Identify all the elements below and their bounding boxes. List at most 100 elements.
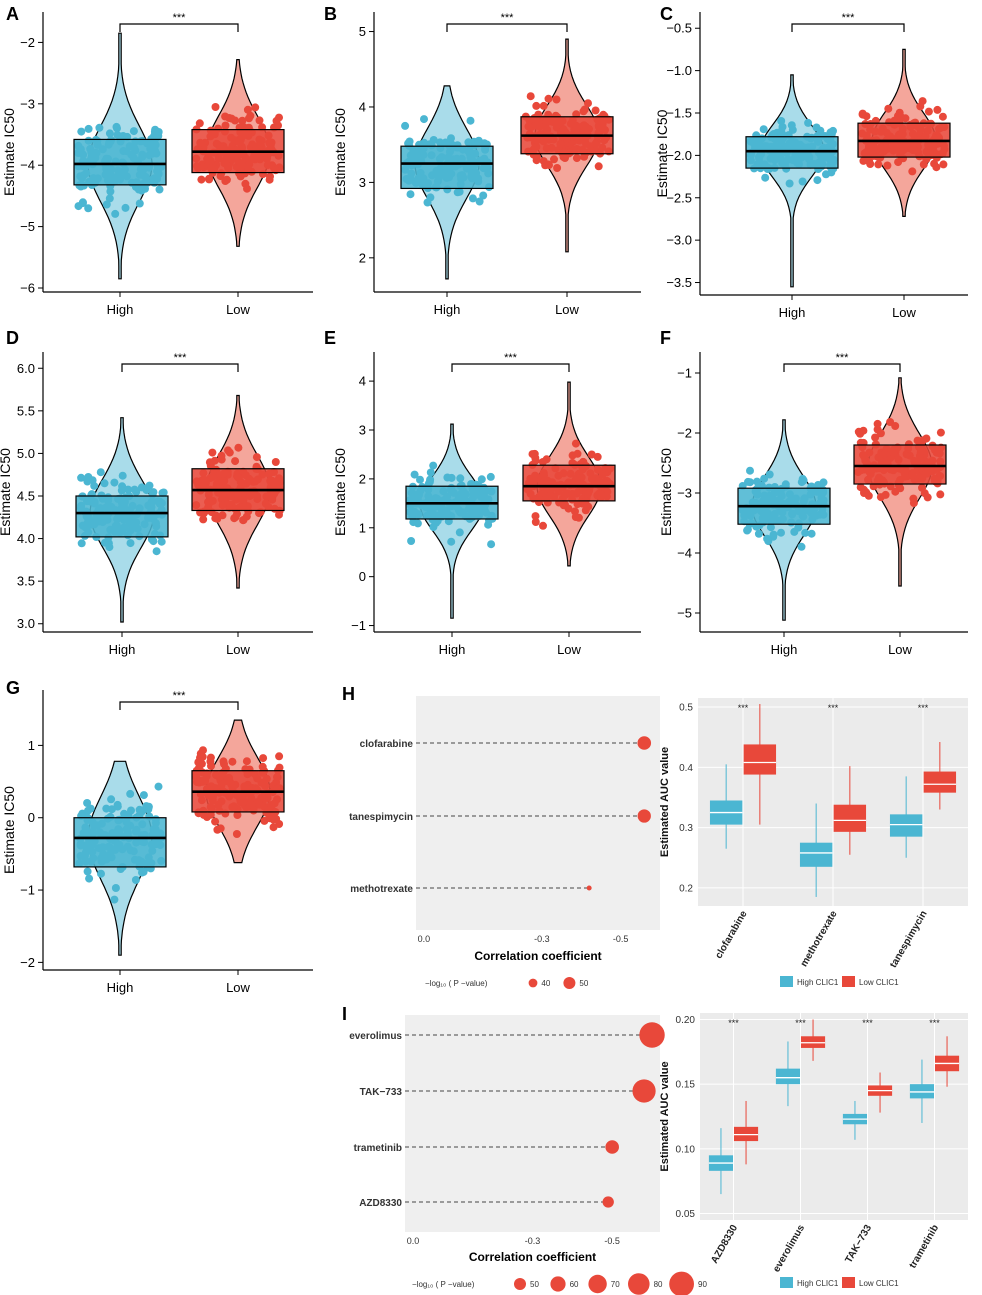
data-point [105,129,114,138]
data-point [587,450,596,459]
data-point [580,152,589,161]
data-point [211,103,220,111]
data-point [194,758,203,767]
group-legend: High CLIC1 Low CLIC1 [780,1277,899,1288]
data-point [475,197,484,206]
data-point [144,802,153,811]
panel-letter: A [6,4,19,24]
data-point [924,107,933,116]
x-tick-label: High [779,305,806,320]
x-tick-label: TAK−733 [843,1223,874,1266]
y-axis-title: Estimate IC50 [654,109,670,197]
y-tick-label: −3 [20,96,35,111]
y-tick-label: 3 [359,423,366,438]
significance-label: *** [842,12,856,24]
y-tick-label: −4 [677,546,692,561]
y-tick-label: 0 [359,569,366,584]
data-point [593,452,602,461]
data-point [105,194,114,203]
data-point [594,162,603,171]
data-point [272,116,281,125]
data-point [221,177,230,185]
data-point [259,754,268,763]
size-legend: −log₁₀ ( P −value) 40 50 [425,977,589,989]
data-point [258,762,267,771]
panel-letter: F [660,328,671,348]
data-point [230,514,239,523]
data-point [487,540,496,549]
data-point [225,448,234,457]
significance-bracket [119,23,239,32]
data-point [233,811,242,819]
lollipop-point [639,1022,665,1048]
y-tick-label: −1.0 [666,63,692,78]
data-point [83,867,92,876]
legend-title: −log₁₀ ( P −value) [412,1280,475,1289]
data-point [207,762,215,770]
legend-point [514,1278,526,1290]
panel-letter: D [6,328,19,348]
data-point [891,422,900,430]
panel-a: A High Low −6 −5 −4 −3 −2 Estimate IC50 *** [1,4,313,317]
panel-letter: E [324,328,336,348]
data-point [538,458,547,466]
data-point [231,116,239,125]
data-point [533,152,541,161]
x-tick-label: -0.3 [534,934,550,944]
data-point [441,138,450,147]
data-point [228,757,237,766]
y-tick-label: 0.2 [679,883,693,894]
data-point [584,99,592,108]
data-point [919,160,928,169]
x-tick-label: High [107,302,134,317]
data-point [195,119,204,128]
data-point [913,436,922,445]
data-point [571,439,580,448]
y-axis-title: Estimate IC50 [332,448,348,536]
data-point [97,869,105,878]
panel-letter: G [6,678,20,698]
data-point [271,458,280,466]
y-tick-label: 2 [359,471,366,486]
data-point [152,547,161,556]
data-point [126,539,135,548]
plot-background [416,696,660,930]
data-point [139,791,148,800]
x-tick-label: -0.3 [525,1236,541,1246]
legend-label: 50 [530,1280,539,1289]
data-point [574,513,583,522]
data-point [573,449,582,458]
legend-label: 70 [611,1280,620,1289]
data-point [217,451,226,460]
y-tick-label: −1 [677,366,692,381]
data-point [854,427,863,436]
data-point [743,525,752,534]
data-point [486,472,495,481]
data-point [95,123,104,132]
data-point [812,123,821,132]
data-point [120,809,129,818]
data-point [479,191,488,200]
data-point [121,203,130,212]
data-point [105,543,114,552]
y-tick-label: 3.0 [17,616,35,631]
x-tick-label: Low [226,302,250,317]
data-point [218,511,227,520]
data-point [110,895,119,904]
panel-b: B High Low 2 3 4 5 Estimate IC50 *** [324,4,641,317]
data-point [118,471,127,480]
data-point [124,485,133,494]
data-point [96,468,105,477]
legend-swatch [842,976,855,987]
size-legend: −log₁₀ ( P −value) 50 60 70 80 90 [412,1271,707,1295]
significance-label: *** [738,703,749,713]
data-point [85,874,94,883]
x-tick-label: 0.0 [418,934,431,944]
data-point [406,190,415,199]
data-point [272,815,281,823]
data-point [407,537,416,545]
data-point [544,94,553,103]
data-point [145,481,154,490]
